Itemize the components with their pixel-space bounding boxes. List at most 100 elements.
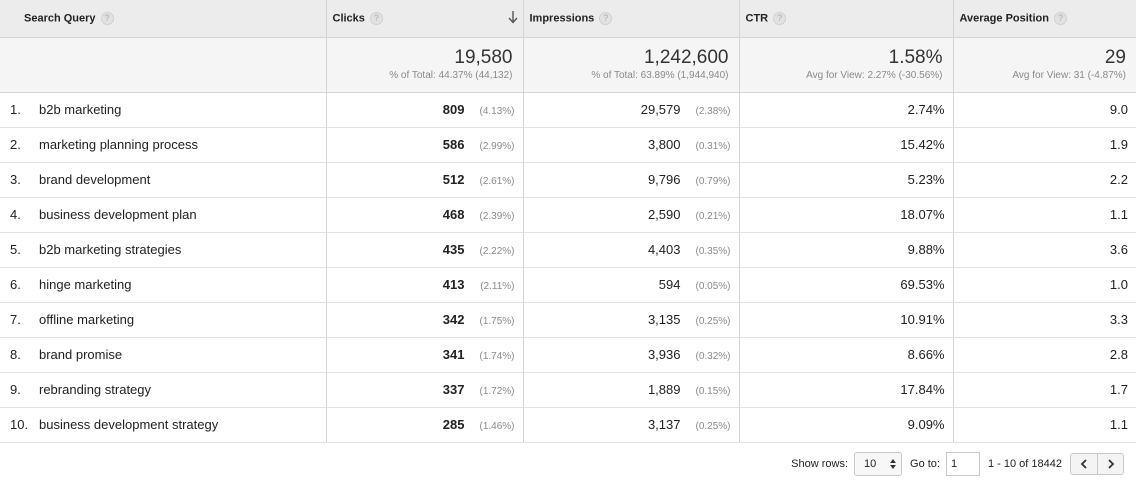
- search-query-link[interactable]: business development strategy: [39, 417, 219, 432]
- table-row: 3. brand development 512 (2.61%) 9,796 (0.79%…: [0, 162, 1136, 198]
- impressions-value: 594: [658, 277, 681, 292]
- show-rows-label: Show rows:: [791, 457, 849, 470]
- total-subtext: Avg for View: 31 (-4.87%): [1012, 69, 1126, 81]
- table-row: 6. hinge marketing 413 (2.11%) 594 (0.05%) 69.…: [0, 267, 1136, 303]
- average-position-cell: 1.0: [953, 267, 1136, 303]
- ctr-value: 9.88%: [907, 242, 945, 257]
- help-icon[interactable]: ?: [599, 11, 613, 25]
- column-header-search-query[interactable]: Search Query?: [0, 0, 327, 38]
- impressions-cell: 4,403 (0.35%): [523, 232, 740, 268]
- clicks-percent: (1.46%): [479, 421, 515, 432]
- goto-page-input[interactable]: [945, 451, 980, 476]
- query-cell: 1. b2b marketing: [0, 92, 327, 128]
- column-label: Clicks: [332, 12, 365, 25]
- search-query-link[interactable]: rebranding strategy: [39, 382, 152, 397]
- average-position-value: 1.1: [1109, 207, 1128, 222]
- ctr-cell: 8.66%: [739, 337, 954, 373]
- search-query-link[interactable]: marketing planning process: [39, 137, 198, 152]
- row-index: 4.: [10, 207, 21, 222]
- help-icon[interactable]: ?: [773, 11, 787, 25]
- clicks-percent: (2.22%): [479, 246, 515, 257]
- ctr-cell: 10.91%: [739, 302, 954, 338]
- ctr-value: 10.91%: [900, 312, 945, 327]
- clicks-percent: (2.11%): [480, 281, 515, 292]
- row-index: 7.: [10, 312, 21, 327]
- report-table: Search Query? Clicks? Impressions? CTR?: [0, 0, 1136, 443]
- impressions-cell: 3,135 (0.25%): [523, 302, 740, 338]
- impressions-value: 29,579: [640, 102, 681, 117]
- average-position-cell: 3.3: [953, 302, 1136, 338]
- search-query-link[interactable]: b2b marketing: [39, 102, 122, 117]
- chevron-left-icon: [1080, 458, 1087, 469]
- average-position-value: 3.3: [1109, 312, 1128, 327]
- pagination-range: 1 - 10 of 18442: [987, 457, 1062, 470]
- average-position-cell: 1.1: [953, 407, 1136, 443]
- column-header-average-position[interactable]: Average Position?: [953, 0, 1136, 38]
- goto-label: Go to:: [910, 457, 940, 470]
- impressions-value: 1,889: [647, 382, 681, 397]
- ctr-cell: 9.09%: [739, 407, 954, 443]
- search-query-link[interactable]: offline marketing: [39, 312, 135, 327]
- totals-ctr: 1.58% Avg for View: 2.27% (-30.56%): [739, 37, 954, 93]
- impressions-percent: (0.05%): [695, 281, 731, 292]
- impressions-percent: (0.21%): [695, 211, 731, 222]
- ctr-cell: 17.84%: [739, 372, 954, 408]
- average-position-cell: 2.2: [953, 162, 1136, 198]
- impressions-percent: (0.79%): [695, 176, 731, 187]
- impressions-cell: 2,590 (0.21%): [523, 197, 740, 233]
- impressions-percent: (2.38%): [695, 106, 731, 117]
- average-position-cell: 1.1: [953, 197, 1136, 233]
- clicks-cell: 337 (1.72%): [326, 372, 524, 408]
- ctr-cell: 2.74%: [739, 92, 954, 128]
- average-position-cell: 3.6: [953, 232, 1136, 268]
- clicks-percent: (1.72%): [479, 386, 515, 397]
- impressions-percent: (0.25%): [695, 421, 731, 432]
- column-label: Search Query: [24, 12, 96, 25]
- average-position-value: 1.0: [1109, 277, 1128, 292]
- clicks-value: 337: [442, 382, 465, 397]
- previous-page-button[interactable]: [1071, 453, 1097, 474]
- totals-clicks: 19,580 % of Total: 44.37% (44,132): [326, 37, 524, 93]
- column-header-ctr[interactable]: CTR?: [739, 0, 954, 38]
- help-icon[interactable]: ?: [369, 11, 383, 25]
- average-position-value: 1.1: [1109, 417, 1128, 432]
- column-header-impressions[interactable]: Impressions?: [523, 0, 740, 38]
- average-position-cell: 2.8: [953, 337, 1136, 373]
- clicks-value: 435: [442, 242, 465, 257]
- column-header-clicks[interactable]: Clicks?: [326, 0, 524, 38]
- next-page-button[interactable]: [1097, 453, 1123, 474]
- show-rows-select[interactable]: 10: [854, 451, 903, 476]
- clicks-value: 468: [442, 207, 465, 222]
- impressions-value: 3,936: [647, 347, 681, 362]
- clicks-value: 413: [442, 277, 465, 292]
- clicks-cell: 285 (1.46%): [326, 407, 524, 443]
- up-down-arrows-icon: [890, 458, 897, 469]
- header-row: Search Query? Clicks? Impressions? CTR?: [0, 0, 1136, 38]
- clicks-value: 512: [442, 172, 465, 187]
- total-value: 1,242,600: [643, 46, 729, 68]
- table-row: 9. rebranding strategy 337 (1.72%) 1,889 (0.1…: [0, 372, 1136, 408]
- search-query-link[interactable]: hinge marketing: [39, 277, 132, 292]
- help-icon[interactable]: ?: [100, 11, 114, 25]
- ctr-value: 69.53%: [900, 277, 945, 292]
- table-row: 5. b2b marketing strategies 435 (2.22%) 4,40…: [0, 232, 1136, 268]
- table-row: 8. brand promise 341 (1.74%) 3,936 (0.32%) 8.6…: [0, 337, 1136, 373]
- clicks-value: 285: [442, 417, 465, 432]
- search-query-link[interactable]: business development plan: [39, 207, 197, 222]
- query-cell: 4. business development plan: [0, 197, 327, 233]
- column-label: CTR: [745, 12, 769, 25]
- sort-descending-icon[interactable]: [507, 10, 519, 24]
- help-icon[interactable]: ?: [1053, 11, 1067, 25]
- search-query-link[interactable]: b2b marketing strategies: [39, 242, 182, 257]
- query-cell: 2. marketing planning process: [0, 127, 327, 163]
- search-query-link[interactable]: brand development: [39, 172, 151, 187]
- search-query-link[interactable]: brand promise: [39, 347, 123, 362]
- query-cell: 9. rebranding strategy: [0, 372, 327, 408]
- chevron-right-icon: [1107, 458, 1114, 469]
- column-label: Impressions: [529, 12, 595, 25]
- impressions-value: 9,796: [647, 172, 681, 187]
- impressions-cell: 29,579 (2.38%): [523, 92, 740, 128]
- total-subtext: Avg for View: 2.27% (-30.56%): [806, 69, 943, 81]
- clicks-percent: (1.75%): [479, 316, 515, 327]
- impressions-cell: 3,137 (0.25%): [523, 407, 740, 443]
